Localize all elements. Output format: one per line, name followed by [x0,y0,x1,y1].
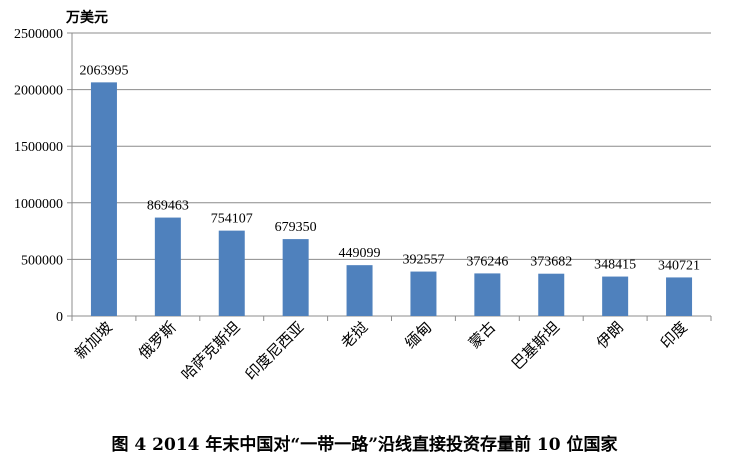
data-label: 754107 [211,212,253,227]
bar [346,265,373,316]
bar [474,273,501,316]
grid-lines [72,32,711,260]
category-label: 哈萨克斯坦 [178,318,244,384]
figure-caption: 图 4 2014 年末中国对“一带一路”沿线直接投资存量前 10 位国家 [111,435,618,455]
data-label: 340721 [658,258,700,273]
category-label: 老挝 [337,318,371,352]
category-label: 伊朗 [593,318,627,352]
y-tick-label: 1000000 [14,197,63,212]
data-label: 376246 [466,254,508,269]
data-label: 2063995 [79,63,128,78]
bars [90,82,693,316]
bar [602,276,629,316]
bar [666,277,693,316]
y-tick-label: 500000 [21,253,63,268]
bar [218,230,245,316]
bar [410,271,437,316]
category-label: 印度尼西亚 [242,318,308,384]
category-label: 新加坡 [71,318,116,363]
bar [282,239,309,316]
data-label: 392557 [402,253,444,268]
category-label: 巴基斯坦 [508,318,563,373]
data-label: 679350 [275,220,317,235]
category-label: 蒙古 [465,318,499,352]
category-label: 俄罗斯 [135,318,180,363]
y-axis-unit-label: 万美元 [65,9,108,26]
bar [154,217,181,316]
data-label: 373682 [530,255,572,270]
y-tick-label: 2500000 [14,27,63,42]
category-label: 缅甸 [401,318,435,352]
bar-chart: 0 500000 1000000 1500000 2000000 2500000 20639… [14,9,712,384]
bar [90,82,117,316]
data-label: 449099 [339,246,381,261]
category-label: 印度 [657,318,691,352]
y-tick-label: 0 [56,310,63,325]
y-tick-label: 2000000 [14,84,63,99]
data-label: 348415 [594,258,636,273]
y-tick-label: 1500000 [14,140,63,155]
data-label: 869463 [147,199,189,214]
bar [538,273,565,316]
